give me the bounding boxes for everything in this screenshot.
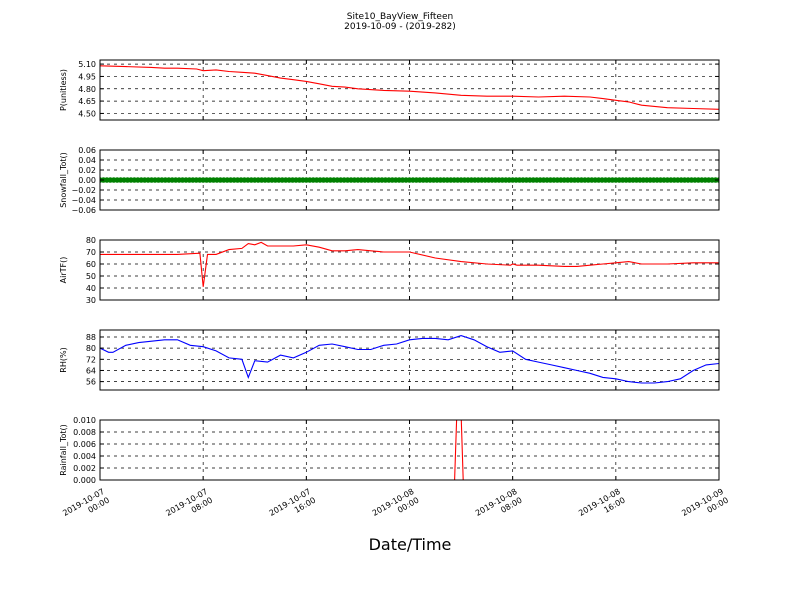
y-tick-label: 4.95	[78, 72, 96, 81]
panel-1: 5.10 4.95 4.80 4.65 4.50 P(unitless)	[59, 59, 720, 121]
plot-area	[100, 177, 719, 183]
figure-title-line2: 2019-10-09 - (2019-282)	[344, 22, 456, 32]
y-tick-label: 60	[86, 260, 96, 269]
y-tick-label: 50	[86, 272, 96, 281]
y-tick-label: 0.002	[73, 464, 96, 473]
x-axis-label: Date/Time	[369, 535, 452, 554]
y-tick-label: 0.000	[73, 476, 96, 485]
series-line	[100, 241, 719, 287]
y-tick-label: 70	[86, 248, 96, 257]
grid	[99, 239, 720, 301]
series-line	[100, 65, 719, 110]
y-axis-label: Rainfall_Tot()	[59, 424, 68, 476]
y-tick-label: 0.008	[73, 428, 96, 437]
y-tick-label: 4.65	[78, 97, 96, 106]
y-tick-label: 0.004	[73, 452, 96, 461]
y-axis-label: RH(%)	[59, 347, 68, 372]
y-tick-label: 0.04	[78, 156, 96, 165]
y-tick-label: −0.02	[71, 186, 96, 195]
panel-4: 88 80 72 64 56 RH(%)	[59, 329, 720, 391]
y-tick-label: 0.06	[78, 146, 96, 155]
panel-3: 80 70 60 50 40 30 AirTF()	[59, 236, 720, 305]
y-tick-label: 30	[86, 296, 96, 305]
figure-title-line1: Site10_BayView_Fifteen	[347, 12, 453, 22]
y-tick-label: 56	[86, 378, 96, 387]
y-tick-label: 64	[86, 366, 96, 375]
y-tick-label: 0.010	[73, 416, 96, 425]
y-tick-label: 5.10	[78, 60, 96, 69]
y-axis-label: Snowfall_Tot()	[59, 152, 68, 208]
series-line	[100, 335, 719, 384]
panels: 5.104.954.804.654.50P(unitless)0.060.040…	[59, 59, 720, 485]
y-tick-label: 80	[86, 344, 96, 353]
plot-area	[100, 241, 719, 287]
y-axis-label: P(unitless)	[59, 69, 68, 111]
y-tick-label: 0.00	[78, 176, 96, 185]
y-tick-label: 4.80	[78, 85, 96, 94]
grid	[99, 330, 720, 390]
y-tick-label: 0.02	[78, 166, 96, 175]
y-tick-label: 4.50	[78, 109, 96, 118]
plot-area	[100, 335, 719, 384]
y-tick-label: 40	[86, 284, 96, 293]
grid	[99, 419, 720, 481]
y-axis-label: AirTF()	[59, 257, 68, 284]
plot-area	[100, 65, 719, 110]
panel-2: 0.060.040.020.00−0.02−0.04−0.06Snowfall_…	[59, 146, 720, 215]
y-tick-label: 72	[86, 355, 96, 364]
y-tick-label: 0.006	[73, 440, 96, 449]
y-tick-label: 80	[86, 236, 96, 245]
y-tick-label: −0.04	[71, 196, 96, 205]
y-tick-label: 88	[86, 333, 96, 342]
panel-5: 0.010 0.008 0.006 0.004 0.002 0.000 Rainfall_T…	[59, 416, 720, 485]
y-tick-label: −0.06	[71, 206, 96, 215]
